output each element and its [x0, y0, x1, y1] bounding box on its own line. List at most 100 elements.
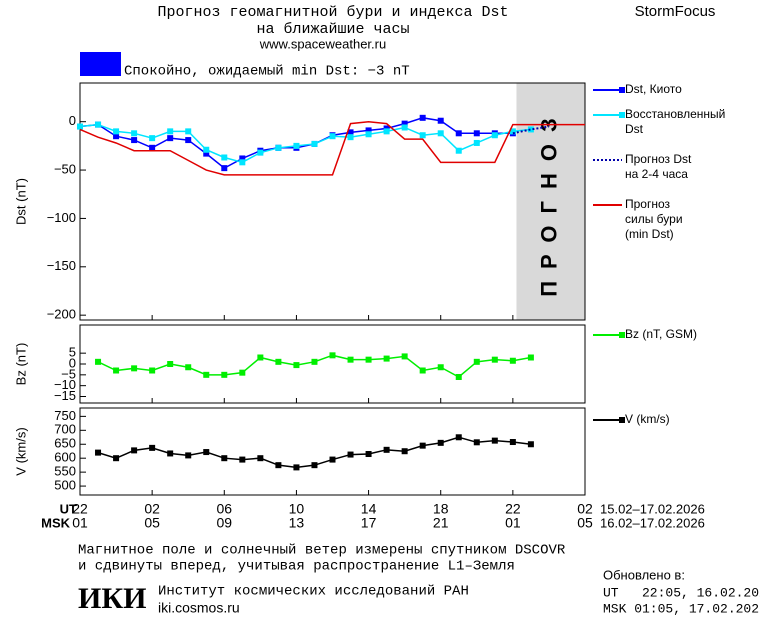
marker [527, 354, 534, 361]
marker [401, 353, 408, 360]
marker [257, 354, 264, 361]
marker [221, 455, 228, 462]
x-tick-label: 21 [433, 515, 449, 531]
y-tick-label: −50 [54, 161, 76, 176]
marker [149, 367, 156, 374]
marker [239, 456, 246, 463]
marker [239, 155, 246, 162]
x-tick-label: 18 [433, 501, 449, 517]
marker [329, 352, 336, 359]
title: на ближайшие часы [256, 21, 409, 38]
marker [491, 132, 498, 139]
marker [149, 144, 156, 151]
y-tick-label: 600 [54, 450, 76, 465]
marker [419, 442, 426, 449]
legend-marker [619, 112, 625, 118]
marker [167, 128, 174, 135]
marker [509, 357, 516, 364]
marker [473, 358, 480, 365]
marker [221, 154, 228, 161]
marker [221, 371, 228, 378]
x-tick-label: 01 [505, 515, 521, 531]
msk-range: 16.02–17.02.2026 [600, 515, 705, 530]
marker [419, 367, 426, 374]
marker [203, 449, 210, 456]
y-tick-label: 700 [54, 422, 76, 437]
marker [113, 367, 120, 374]
marker [275, 358, 282, 365]
marker [347, 356, 354, 363]
marker [257, 149, 264, 156]
marker [437, 364, 444, 371]
marker [455, 130, 462, 137]
x-tick-label: 14 [361, 501, 377, 517]
marker [383, 355, 390, 362]
marker [167, 450, 174, 457]
legend-marker [619, 87, 625, 93]
x-tick-label: 01 [72, 515, 88, 531]
marker [365, 127, 372, 134]
marker [203, 146, 210, 153]
marker [509, 439, 516, 446]
x-tick-label: 17 [361, 515, 377, 531]
title: Прогноз геомагнитной бури и индекса Dst [157, 4, 508, 21]
note: Магнитное поле и солнечный ветер измерен… [78, 542, 566, 559]
marker [77, 123, 83, 130]
series-line [79, 123, 531, 164]
marker [293, 464, 300, 471]
ut-label: UT [60, 501, 77, 516]
marker [383, 446, 390, 453]
y-tick-label: −10 [54, 377, 76, 392]
marker [275, 462, 282, 469]
legend-entry: Bz (nT, GSM) [625, 327, 698, 341]
legend-entry: Восстановленный Dst [625, 107, 726, 136]
marker [455, 147, 462, 154]
y-tick-label: 5 [69, 345, 76, 360]
marker [131, 365, 138, 372]
y-tick-label: −100 [47, 210, 76, 225]
marker [95, 358, 102, 365]
marker [257, 455, 264, 462]
x-tick-label: 02 [144, 501, 160, 517]
x-tick-label: 02 [577, 501, 593, 517]
marker [185, 452, 192, 459]
marker [329, 456, 336, 463]
y-tick-label: 750 [54, 408, 76, 423]
plot-frame [79, 324, 586, 404]
marker [311, 358, 318, 365]
updated: MSK 01:05, 17.02.2026 [603, 601, 760, 616]
marker [293, 362, 300, 369]
marker [401, 124, 408, 131]
site: iki.cosmos.ru [158, 600, 240, 616]
logo: ИКИ [78, 582, 146, 615]
legend-entry: Прогноз Dst на 2-4 часа [625, 152, 692, 181]
marker [365, 356, 372, 363]
marker [347, 129, 354, 136]
ut-range: 15.02–17.02.2026 [600, 501, 705, 516]
marker [419, 114, 426, 121]
institute: Институт космических исследований РАН [158, 583, 469, 600]
marker [491, 356, 498, 363]
marker [509, 128, 516, 135]
marker [365, 131, 372, 138]
status: Спокойно, ожидаемый min Dst: −3 nT [124, 63, 410, 80]
marker [329, 133, 336, 140]
marker [149, 444, 156, 451]
marker [401, 448, 408, 455]
marker [437, 117, 444, 124]
series-line [97, 354, 532, 378]
marker [491, 437, 498, 444]
x-tick-label: 22 [72, 501, 88, 517]
legend-entry: Dst, Киото [625, 82, 682, 96]
marker [347, 134, 354, 141]
legend-entry: V (km/s) [625, 412, 670, 426]
updated-label: Обновлено в: [603, 567, 685, 582]
marker [311, 462, 318, 469]
y-tick-label: −150 [47, 258, 76, 273]
y-tick-label: 650 [54, 436, 76, 451]
plot-frame [79, 82, 586, 321]
y-tick-label: 0 [69, 113, 76, 128]
marker [221, 165, 228, 172]
